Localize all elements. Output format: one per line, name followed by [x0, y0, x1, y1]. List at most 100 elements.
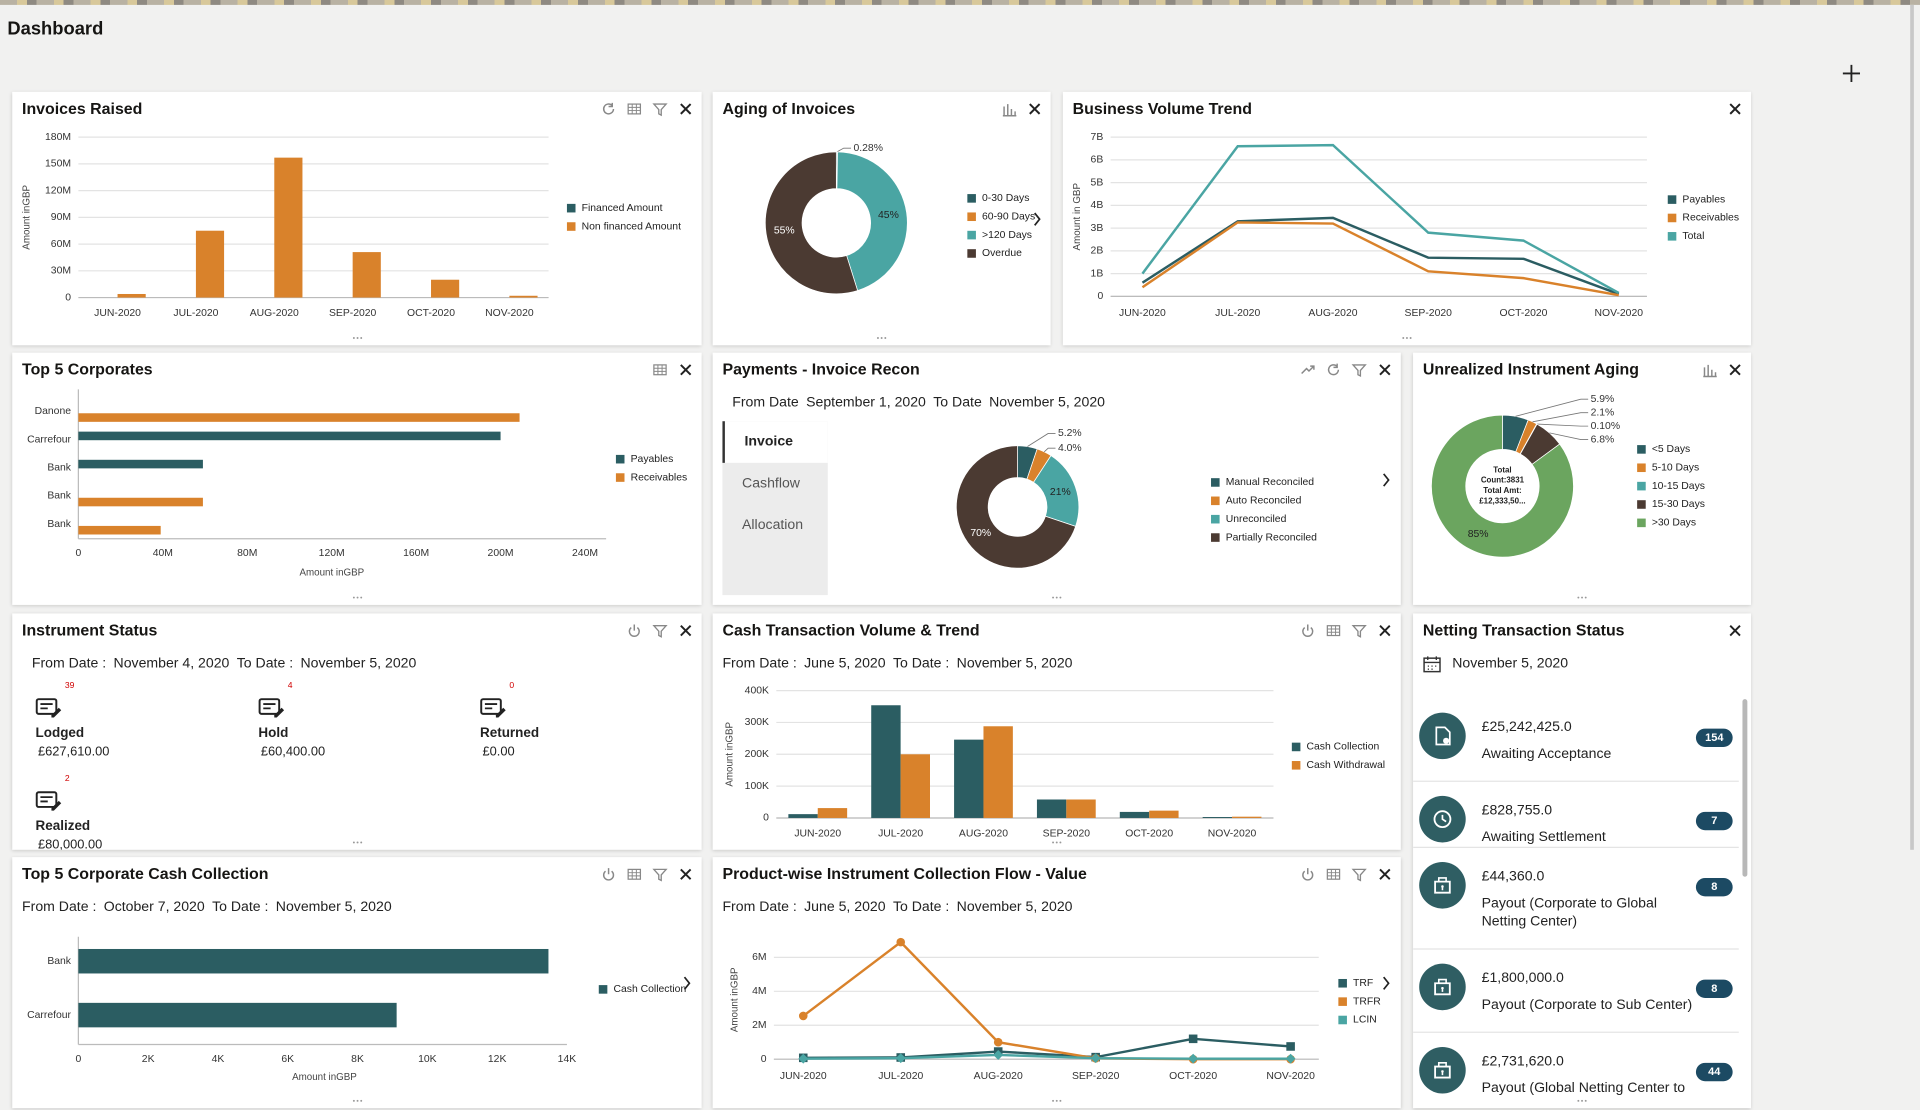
- tab[interactable]: Allocation: [742, 517, 804, 533]
- refresh-icon-part: [1327, 364, 1340, 376]
- trend-icon[interactable]: [1299, 361, 1316, 378]
- resize-handle[interactable]: [1052, 595, 1062, 600]
- value-label: 0.28%: [853, 143, 882, 154]
- filter-icon[interactable]: [1351, 622, 1368, 639]
- table-icon[interactable]: [626, 100, 643, 117]
- netting-label: Payout (Corporate to Sub Center): [1481, 997, 1693, 1013]
- legend-swatch: [1211, 478, 1220, 487]
- status-label: Realized: [35, 819, 91, 834]
- tab[interactable]: Invoice: [722, 421, 828, 463]
- netting-label: Payout (Corporate to Global Netting Cent…: [1481, 896, 1657, 930]
- widget: 0 40M 80M 120M 160M 200M 240M Danone Carrefour Ba…: [12, 352, 702, 605]
- legend-swatch: [1667, 195, 1677, 204]
- resize-handle[interactable]: [1052, 1098, 1062, 1103]
- table-icon[interactable]: [1325, 622, 1342, 639]
- close-icon[interactable]: [1376, 361, 1393, 378]
- close-icon[interactable]: [1376, 622, 1393, 639]
- close-icon[interactable]: [677, 866, 694, 883]
- table-icon-part: [1326, 625, 1341, 637]
- legend-label: Receivables: [631, 472, 688, 483]
- close-icon[interactable]: [1026, 100, 1043, 117]
- legend-label: Cash Collection: [613, 984, 686, 995]
- table-icon[interactable]: [626, 866, 643, 883]
- item-icon: [1419, 963, 1466, 1011]
- resize-handle[interactable]: [352, 1098, 362, 1103]
- filter-icon[interactable]: [651, 100, 668, 117]
- legend-label: Financed Amount: [582, 203, 663, 214]
- bars-icon[interactable]: [1701, 361, 1718, 378]
- status-icon-part: [51, 800, 62, 811]
- resize-handle[interactable]: [876, 336, 887, 341]
- power-icon[interactable]: [1299, 866, 1316, 883]
- to: November 5, 2020: [956, 900, 1073, 915]
- resize-handle-part: [1581, 1099, 1584, 1102]
- table-icon[interactable]: [651, 361, 668, 378]
- power-icon-part: [628, 624, 640, 637]
- x-tick-label: 8K: [351, 1054, 364, 1065]
- resize-handle[interactable]: [1052, 840, 1062, 845]
- resize-handle[interactable]: [1402, 336, 1412, 341]
- point: [1188, 1053, 1199, 1064]
- filter-icon[interactable]: [1351, 361, 1368, 378]
- legend-label: <5 Days: [1652, 444, 1690, 455]
- widget-canvas: [1413, 699, 1748, 1094]
- bar: [1202, 817, 1233, 818]
- close-icon[interactable]: [677, 622, 694, 639]
- filter-icon[interactable]: [1351, 866, 1368, 883]
- netting-count[interactable]: 44: [1695, 1062, 1733, 1082]
- y-tick-label: 6M: [752, 952, 766, 963]
- scrollbar[interactable]: [1742, 699, 1748, 877]
- refresh-icon[interactable]: [600, 100, 617, 117]
- netting-count[interactable]: 8: [1695, 979, 1733, 998]
- chevron[interactable]: [1381, 473, 1391, 488]
- add-widget[interactable]: [1842, 64, 1862, 84]
- resize-handle[interactable]: [352, 595, 362, 600]
- refresh-icon[interactable]: [1325, 361, 1342, 378]
- power-icon[interactable]: [626, 622, 643, 639]
- legend-swatch: [1211, 496, 1220, 506]
- netting-amount: £2,731,620.0: [1481, 1054, 1564, 1069]
- netting-count[interactable]: 8: [1695, 877, 1733, 897]
- value-label: 6.8%: [1591, 434, 1615, 445]
- x-tick-label: 2K: [142, 1054, 155, 1065]
- status-icon[interactable]: [35, 790, 63, 812]
- filter-icon[interactable]: [651, 622, 668, 639]
- from: October 7, 2020: [103, 900, 205, 915]
- x-tick-label: SEP-2020: [329, 308, 377, 319]
- netting-count[interactable]: 7: [1695, 811, 1733, 831]
- status-icon[interactable]: [480, 697, 507, 719]
- power-icon[interactable]: [1299, 622, 1316, 639]
- page-scrollbar[interactable]: [1910, 4, 1914, 850]
- close-icon-part: [1379, 625, 1391, 637]
- filter-icon[interactable]: [651, 866, 668, 883]
- chevron[interactable]: [1032, 212, 1042, 227]
- y-tick-label: 2M: [752, 1020, 766, 1031]
- legend-label: Partially Reconciled: [1226, 532, 1317, 543]
- close-icon[interactable]: [1727, 100, 1744, 117]
- chevron[interactable]: [1381, 976, 1391, 991]
- close-icon[interactable]: [1376, 866, 1393, 883]
- resize-handle[interactable]: [352, 840, 362, 845]
- close-icon[interactable]: [677, 361, 694, 378]
- filter-icon-part: [1351, 868, 1367, 882]
- status-icon[interactable]: [258, 697, 285, 719]
- bars-icon[interactable]: [1000, 100, 1017, 117]
- resize-handle-part: [880, 336, 883, 339]
- resize-handle[interactable]: [1577, 595, 1587, 600]
- close-icon[interactable]: [1727, 361, 1744, 378]
- tab[interactable]: Cashflow: [742, 476, 800, 492]
- status-icon[interactable]: [35, 697, 63, 719]
- close-icon[interactable]: [677, 100, 694, 117]
- table-icon[interactable]: [1325, 866, 1342, 883]
- resize-handle[interactable]: [1577, 1098, 1587, 1103]
- chevron[interactable]: [682, 976, 692, 991]
- widget-canvas: 0 30M 60M 90M 120M 150M 180M Amount inGBP JUN-20…: [22, 132, 682, 319]
- calendar-icon-part: [1424, 656, 1441, 670]
- power-icon[interactable]: [600, 866, 617, 883]
- netting-amount: £828,755.0: [1481, 803, 1553, 818]
- legend-label: Manual Reconciled: [1226, 477, 1315, 488]
- close-icon[interactable]: [1727, 622, 1744, 639]
- netting-count[interactable]: 154: [1695, 728, 1733, 747]
- legend-swatch: [1291, 761, 1301, 770]
- resize-handle[interactable]: [352, 336, 362, 341]
